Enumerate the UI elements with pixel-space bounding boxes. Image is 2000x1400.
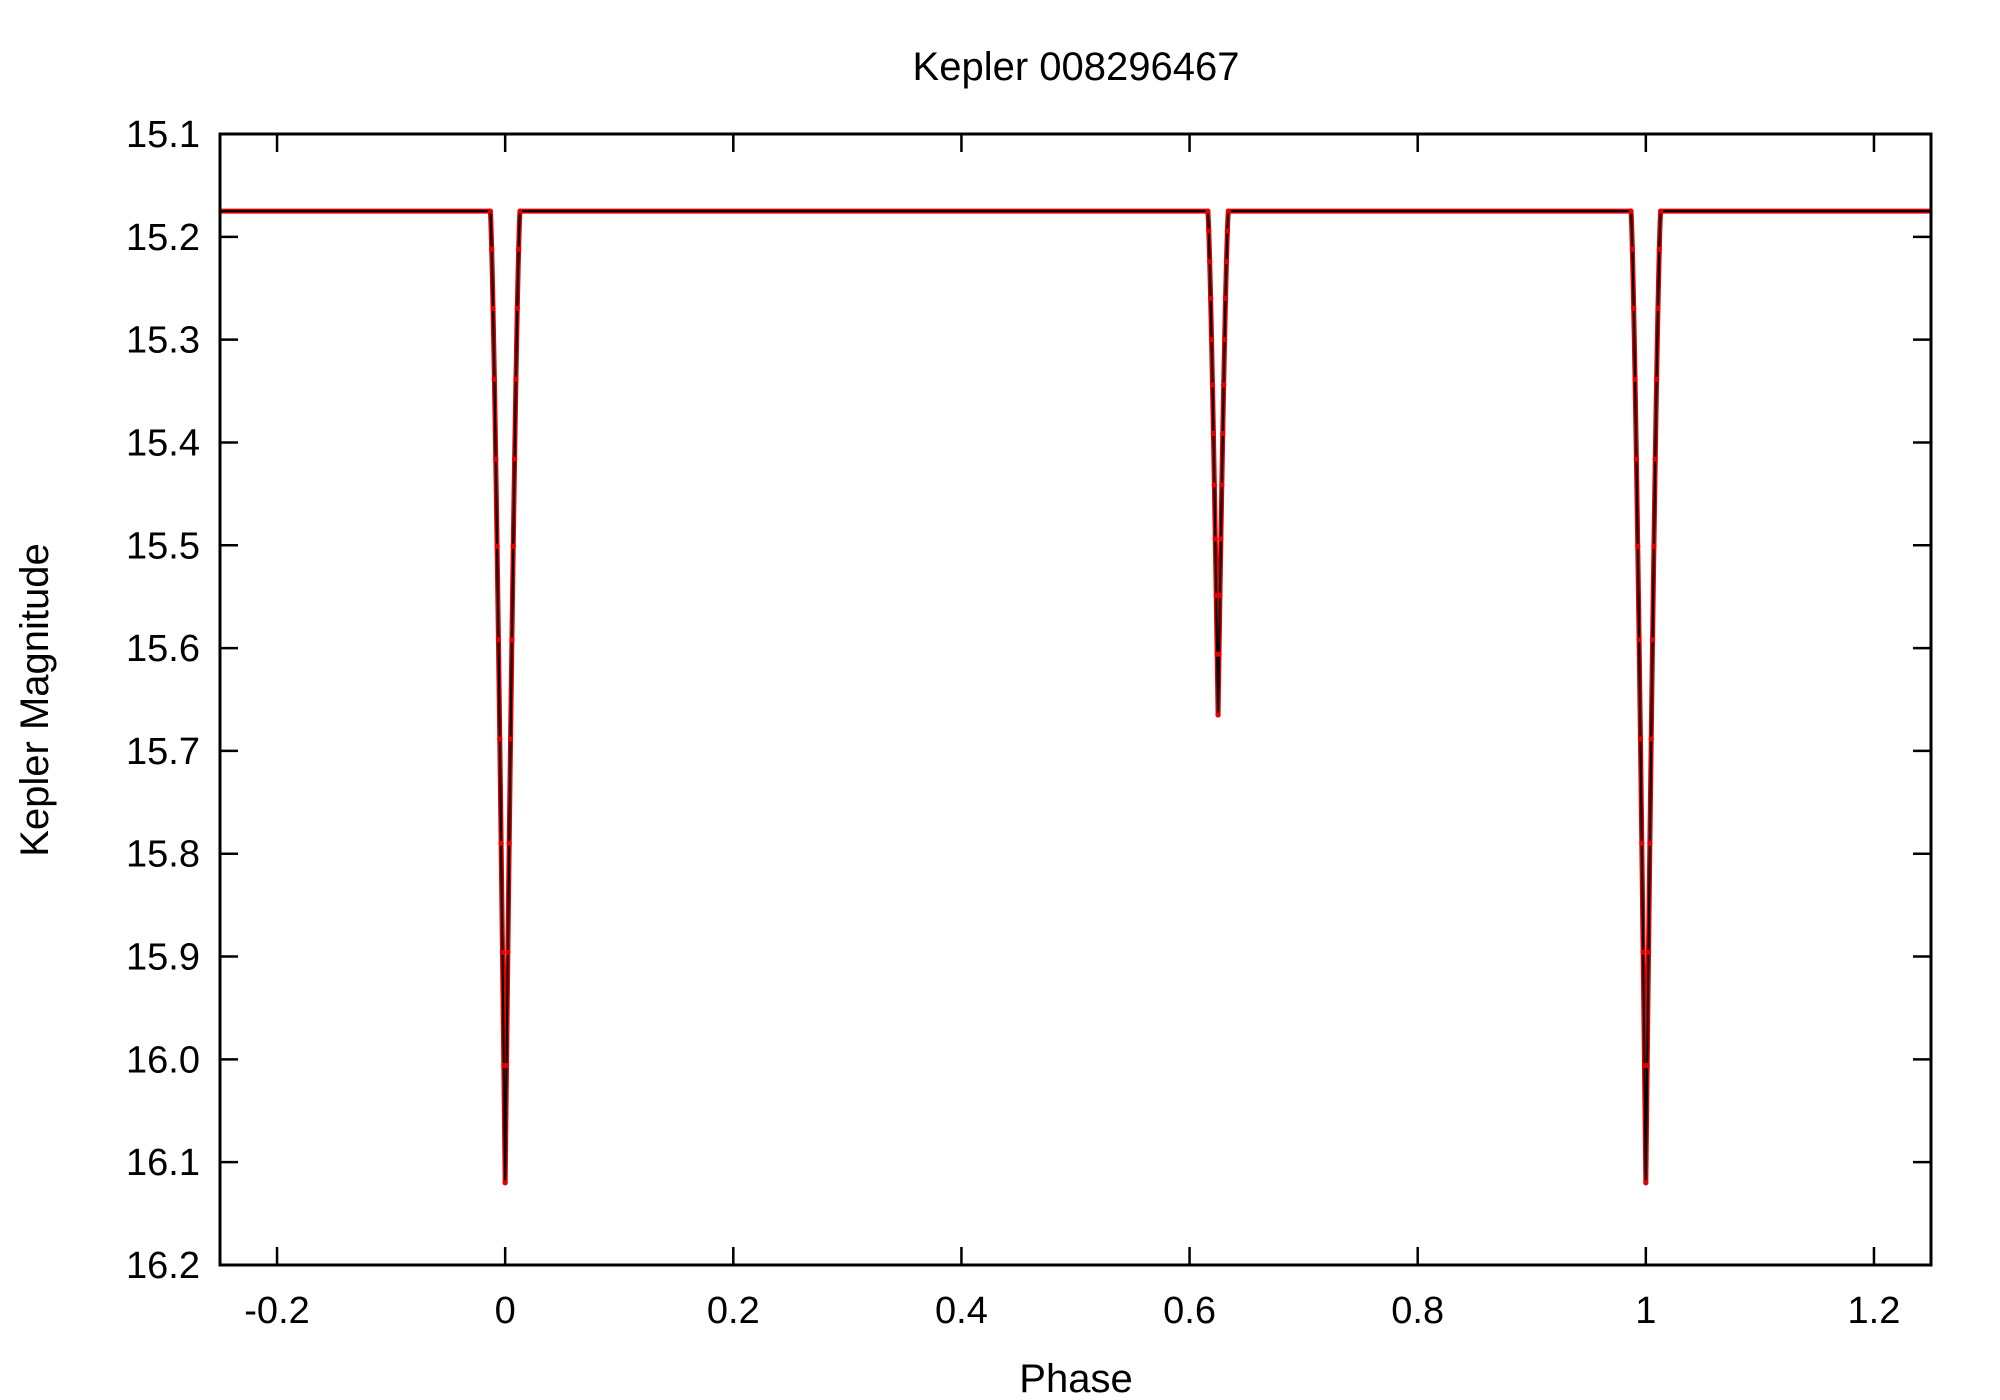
observed-point <box>1213 592 1219 598</box>
observed-point <box>1629 246 1635 252</box>
observed-point <box>514 305 520 311</box>
observed-point <box>509 637 515 643</box>
observed-point <box>1639 840 1645 846</box>
observed-point <box>1640 949 1646 955</box>
y-axis-label: Kepler Magnitude <box>13 543 57 857</box>
y-tick-label: 15.9 <box>126 937 200 979</box>
observed-point <box>1647 840 1653 846</box>
observed-point <box>507 736 514 742</box>
observed-point <box>1218 536 1224 542</box>
observed-point <box>1643 1180 1649 1186</box>
y-tick-label: 15.1 <box>126 114 200 156</box>
observed-point <box>1209 382 1216 388</box>
observed-point <box>1648 736 1654 742</box>
plot-frame <box>218 132 1933 1267</box>
y-tick-label: 16.0 <box>126 1039 200 1081</box>
observed-point <box>1211 482 1217 488</box>
observed-point <box>1225 208 1231 214</box>
observed-point <box>1631 305 1637 311</box>
observed-point <box>1222 337 1228 343</box>
y-tick-label: 15.6 <box>126 628 200 670</box>
observed-point <box>1220 430 1226 436</box>
x-tick-label: 0.2 <box>707 1290 760 1332</box>
data-layer <box>217 208 1934 1186</box>
observed-point <box>511 456 518 462</box>
observed-point <box>502 1180 508 1186</box>
observed-point <box>1656 246 1662 252</box>
observed-point <box>1654 376 1660 382</box>
observed-point <box>1212 536 1218 542</box>
observed-point <box>1219 482 1225 488</box>
ticks-layer: -0.2 0 0.2 0.4 0.6 0.8 1 1.2 15.1 15.2 15.3 15.4 15.… <box>126 114 1931 1332</box>
observed-point <box>1637 736 1644 742</box>
observed-point <box>1628 208 1634 214</box>
observed-point <box>487 208 493 214</box>
observed-point <box>489 246 495 252</box>
observed-point <box>1216 651 1222 657</box>
observed-point <box>1217 592 1223 598</box>
observed-point <box>513 376 519 382</box>
x-tick-label: -0.2 <box>244 1290 309 1332</box>
observed-point <box>1208 295 1214 301</box>
observed-point <box>1635 543 1641 549</box>
observed-point <box>1207 258 1213 265</box>
observed-point <box>1633 456 1639 462</box>
observed-point <box>503 1062 510 1069</box>
observed-point <box>1208 337 1215 343</box>
observed-point <box>1658 208 1664 214</box>
x-axis-label: Phase <box>1019 1357 1132 1400</box>
observed-point <box>1636 637 1642 643</box>
observed-point <box>1223 258 1230 265</box>
observed-point <box>1221 382 1227 388</box>
x-tick-label: 1 <box>1635 1290 1656 1332</box>
observed-point <box>498 840 504 846</box>
model-fit-line <box>220 210 1931 1183</box>
y-tick-label: 15.8 <box>126 834 200 876</box>
observed-point <box>510 543 516 549</box>
observed-point <box>1215 712 1221 718</box>
observed-point <box>505 949 511 955</box>
x-tick-label: 0.4 <box>935 1290 988 1332</box>
observed-point <box>1649 637 1656 643</box>
y-tick-label: 16.1 <box>126 1142 200 1184</box>
observed-point <box>1645 949 1652 955</box>
x-tick-label: 0.8 <box>1391 1290 1444 1332</box>
observed-point <box>1222 295 1229 301</box>
observed-point <box>497 736 503 742</box>
x-tick-label: 1.2 <box>1848 1290 1901 1332</box>
observed-point <box>1632 376 1638 382</box>
y-tick-label: 16.2 <box>126 1245 200 1287</box>
observed-point <box>1651 543 1657 549</box>
observed-point <box>1210 430 1217 436</box>
observed-point <box>490 305 496 311</box>
observed-point <box>494 543 500 549</box>
y-tick-label: 15.3 <box>126 320 200 362</box>
observed-point <box>1652 456 1658 462</box>
observed-point <box>493 456 499 462</box>
y-tick-label: 15.2 <box>126 217 200 259</box>
x-tick-label: 0 <box>495 1290 516 1332</box>
y-tick-label: 15.4 <box>126 422 200 464</box>
observed-point <box>1655 305 1661 311</box>
y-tick-label: 15.7 <box>126 731 200 773</box>
observed-point <box>495 637 502 643</box>
observed-point <box>1206 228 1212 234</box>
observed-point <box>499 949 506 955</box>
observed-data-series <box>217 208 1934 1186</box>
observed-point <box>506 840 512 846</box>
x-tick-label: 0.6 <box>1163 1290 1216 1332</box>
observed-point <box>1644 1062 1650 1069</box>
observed-point <box>516 246 522 252</box>
observed-point <box>1224 228 1231 234</box>
y-tick-label: 15.5 <box>126 525 200 567</box>
observed-point <box>1205 208 1211 214</box>
chart-title: Kepler 008296467 <box>913 45 1240 89</box>
observed-point <box>491 376 497 382</box>
observed-point <box>517 208 523 214</box>
